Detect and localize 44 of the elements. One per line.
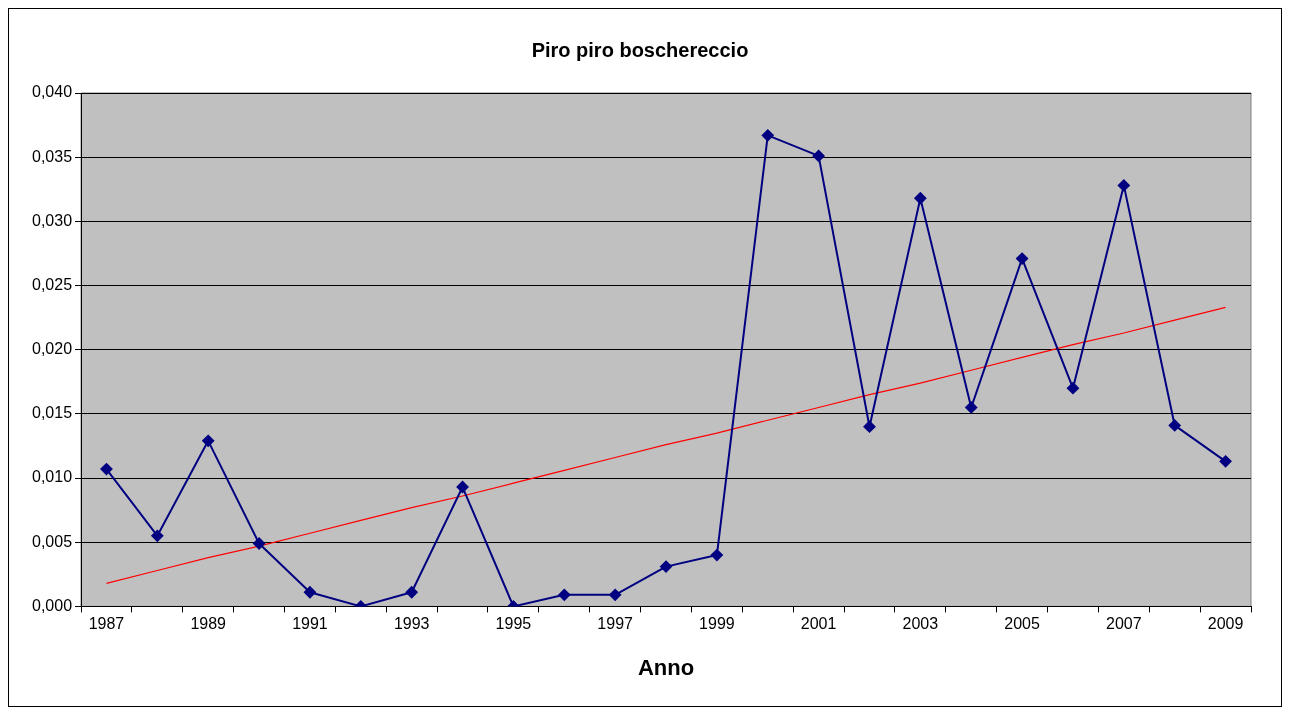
x-tick-label: 2005 <box>1004 615 1040 633</box>
y-tick-label: 0,010 <box>31 468 73 486</box>
point <box>812 149 825 162</box>
chart-title: Piro piro boschereccio <box>531 38 749 61</box>
x-tick-label: 2001 <box>800 615 837 633</box>
y-tick-label: 0,040 <box>31 83 73 101</box>
x-tick-label: 2009 <box>1207 615 1244 633</box>
point <box>456 481 469 494</box>
point <box>710 549 723 562</box>
x-tick-label: 1999 <box>699 615 735 633</box>
y-tick-label: 0,015 <box>31 404 73 422</box>
point <box>863 420 876 433</box>
point <box>1219 455 1232 468</box>
x-tick-label: 1987 <box>88 615 125 633</box>
point <box>151 529 164 542</box>
point <box>202 434 215 447</box>
point <box>914 192 927 205</box>
point <box>1066 382 1079 395</box>
point <box>965 401 978 414</box>
point <box>303 586 316 599</box>
point <box>253 537 266 550</box>
y-tick-label: 0,035 <box>31 147 73 165</box>
y-tick-label: 0,025 <box>31 275 73 293</box>
x-tick-label: 1993 <box>393 615 430 633</box>
point <box>100 463 113 476</box>
x-tick-label: 1991 <box>292 615 328 633</box>
point <box>1168 419 1181 432</box>
point <box>660 560 673 573</box>
y-tick-label: 0,000 <box>31 596 73 614</box>
x-tick-label: 1989 <box>190 615 227 633</box>
point <box>1117 179 1130 192</box>
y-tick-label: 0,020 <box>31 340 73 358</box>
point <box>1016 252 1029 265</box>
x-tick-label: 1995 <box>495 615 532 633</box>
x-tick-label: 1997 <box>597 615 634 633</box>
x-tick-label: 2003 <box>902 615 939 633</box>
y-tick-label: 0,030 <box>31 211 73 229</box>
point <box>761 129 774 142</box>
point <box>609 588 622 601</box>
x-tick-label: 2007 <box>1106 615 1142 633</box>
point <box>558 588 571 601</box>
point <box>405 586 418 599</box>
y-tick-label: 0,005 <box>31 532 73 550</box>
x-axis-title: Anno <box>637 654 695 680</box>
